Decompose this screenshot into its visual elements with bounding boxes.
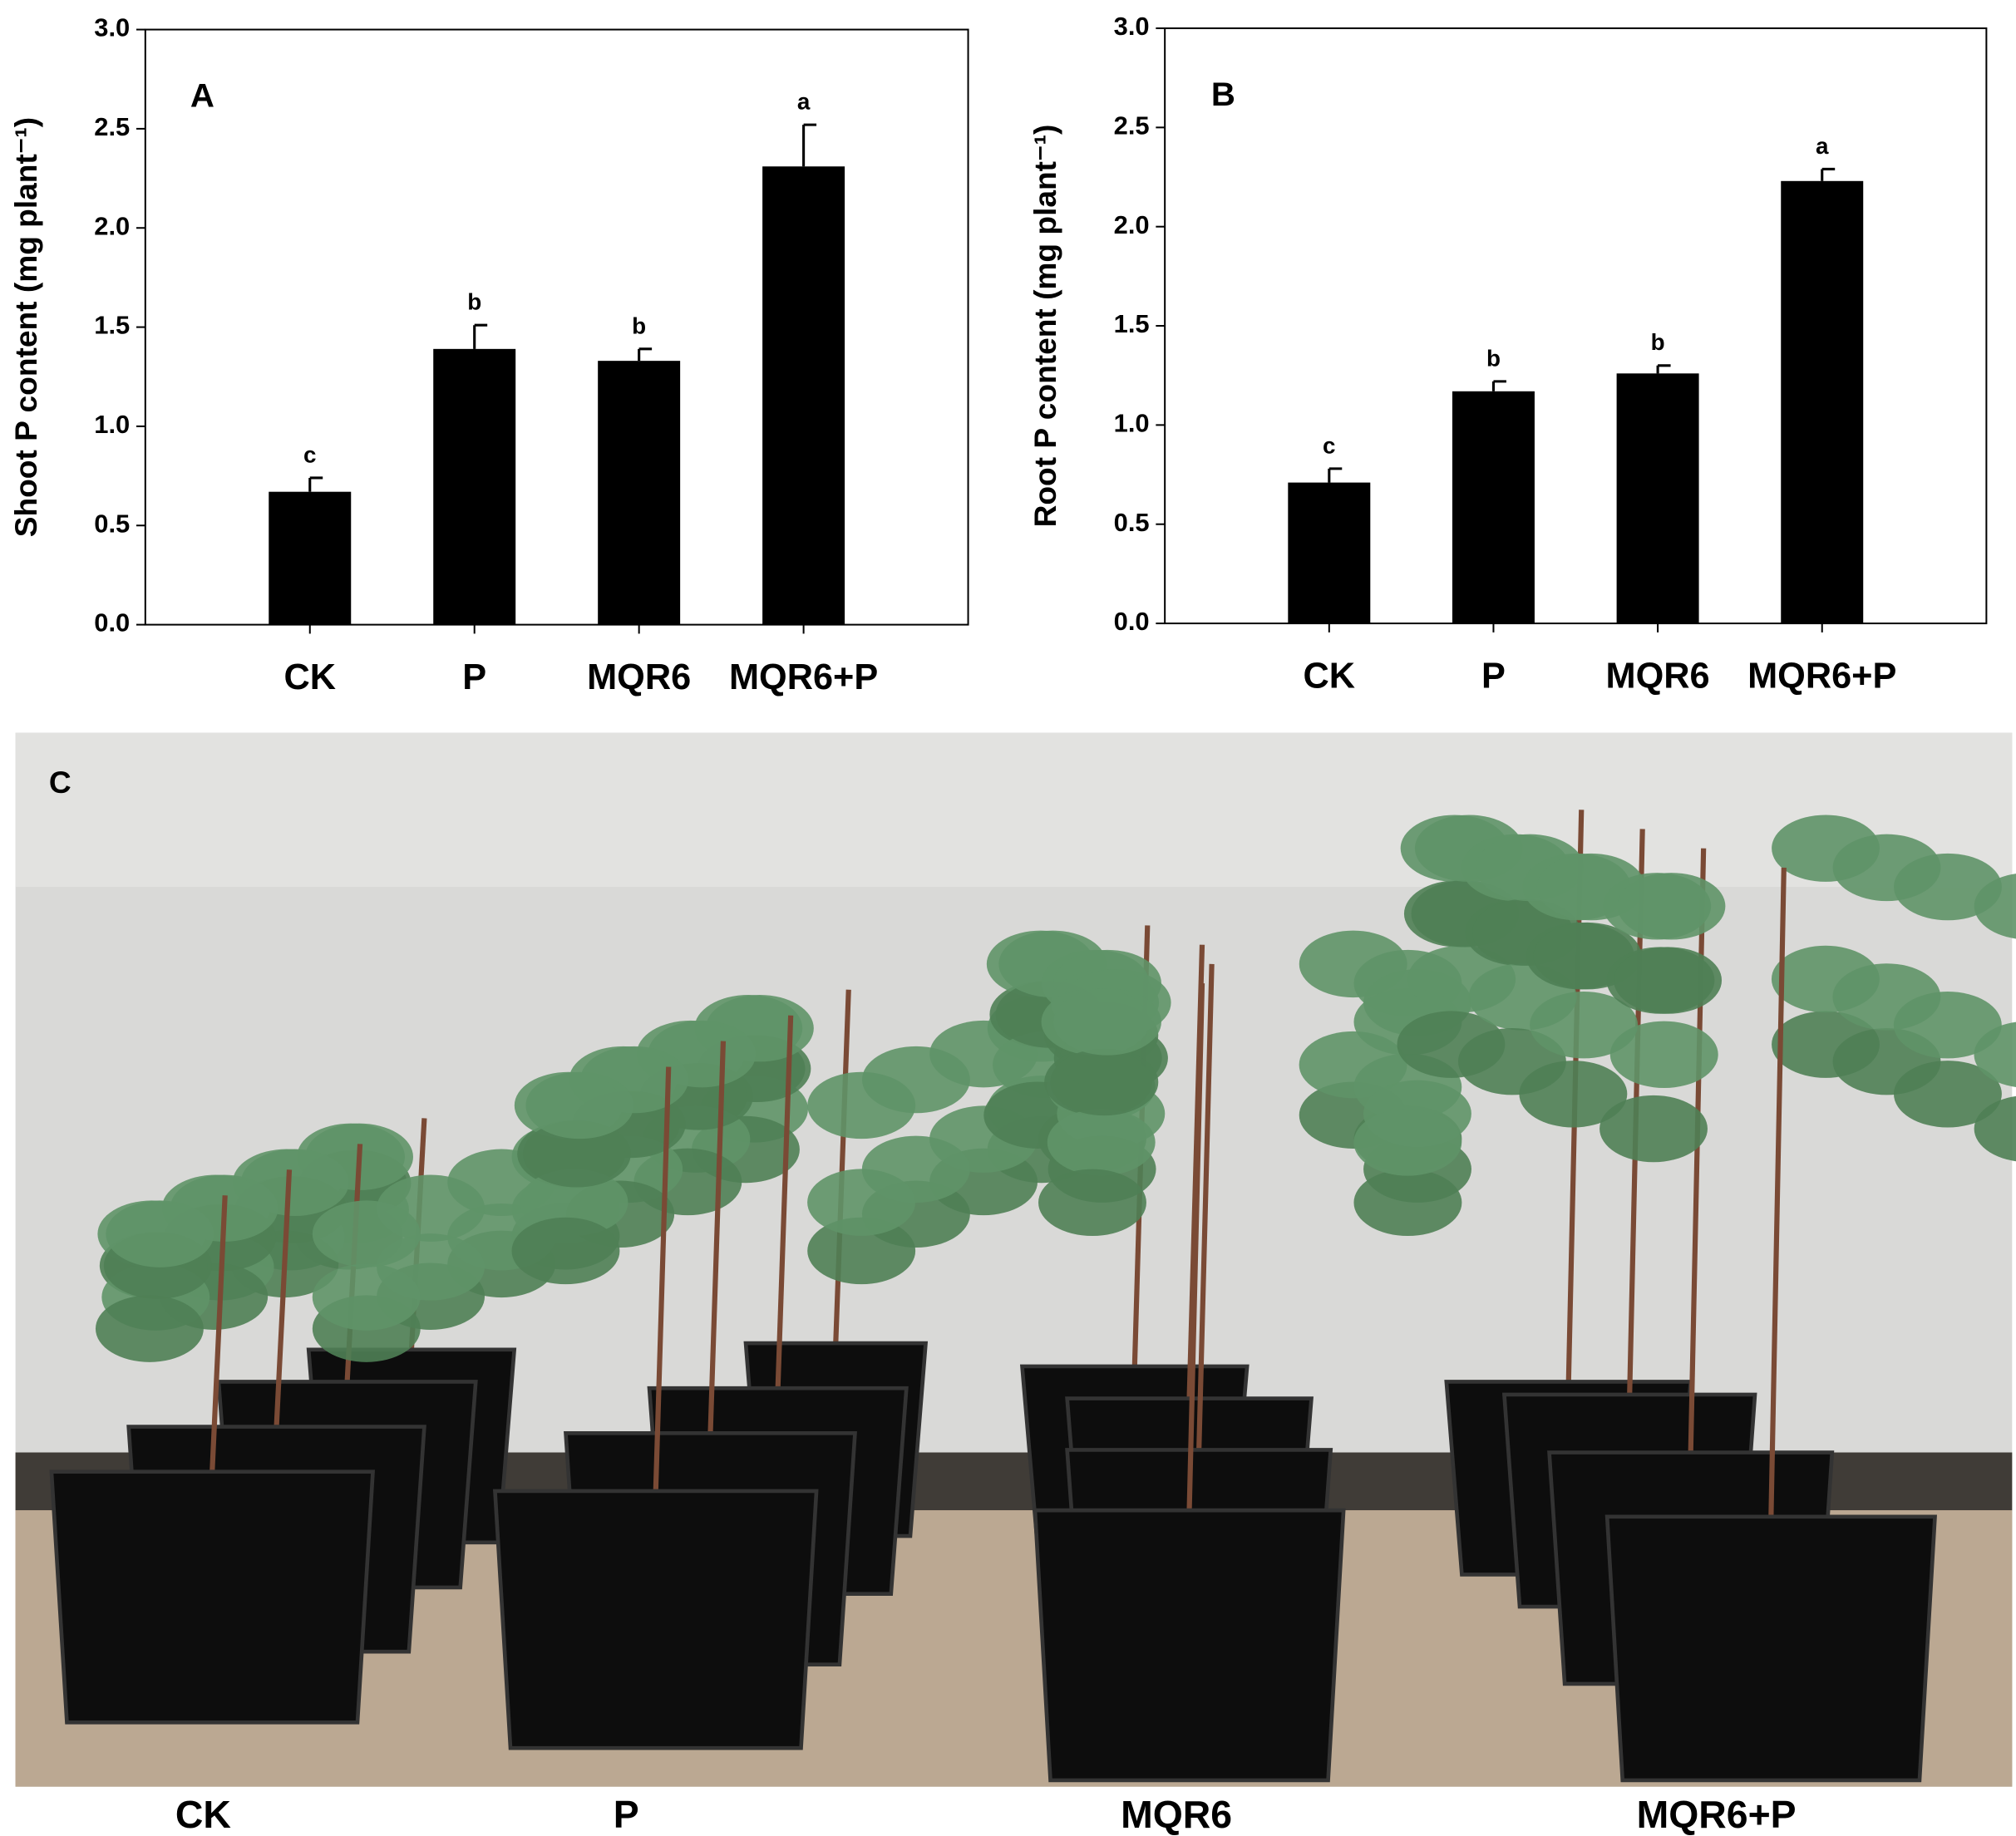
significance-letter: b bbox=[1651, 329, 1665, 355]
leaf bbox=[522, 1120, 631, 1188]
bar bbox=[1616, 373, 1699, 624]
stem bbox=[1688, 848, 1707, 1453]
leaf bbox=[1353, 1169, 1462, 1237]
stem bbox=[209, 1195, 228, 1472]
bar bbox=[433, 348, 516, 625]
leaf bbox=[106, 1200, 214, 1267]
y-axis-label: Root P content (mg plant⁻¹) bbox=[1028, 125, 1062, 528]
plant-photo: C CK P MQR6 MQR6+P bbox=[15, 732, 2016, 1836]
panel-label: B bbox=[1211, 76, 1235, 113]
bar bbox=[1452, 391, 1535, 624]
bar bbox=[598, 361, 681, 625]
leaf bbox=[1617, 873, 1726, 940]
leaf bbox=[1614, 947, 1723, 1014]
photo-label: CK bbox=[175, 1793, 231, 1836]
bar bbox=[1288, 482, 1371, 624]
y-tick-label: 2.0 bbox=[1114, 210, 1150, 239]
leaf bbox=[1353, 1109, 1462, 1176]
leaf bbox=[312, 1200, 421, 1267]
leaf bbox=[1974, 874, 2016, 939]
error-bar bbox=[1491, 380, 1506, 391]
x-tick-label: MQR6+P bbox=[729, 657, 878, 697]
y-tick-label: 0.0 bbox=[94, 608, 130, 637]
leaf bbox=[1038, 1169, 1146, 1237]
stem bbox=[653, 1066, 672, 1492]
bar bbox=[762, 166, 845, 625]
leaf bbox=[807, 1071, 916, 1140]
leaf bbox=[312, 1263, 421, 1331]
x-tick-label: MQR6 bbox=[587, 657, 691, 697]
pot bbox=[1604, 1514, 1937, 1783]
leaf bbox=[511, 1217, 620, 1285]
x-tick-label: MQR6+P bbox=[1747, 656, 1896, 696]
leaf bbox=[1047, 1109, 1156, 1176]
significance-letter: c bbox=[1323, 432, 1335, 458]
photo-label: P bbox=[614, 1793, 639, 1836]
y-tick-label: 3.0 bbox=[1114, 12, 1150, 41]
x-tick-label: MQR6 bbox=[1606, 656, 1710, 696]
significance-letter: a bbox=[797, 89, 811, 115]
stem bbox=[1186, 982, 1205, 1511]
y-tick-label: 1.0 bbox=[1114, 409, 1150, 438]
leaf bbox=[1053, 988, 1161, 1056]
x-tick-label: P bbox=[462, 657, 486, 697]
panel-label: A bbox=[190, 76, 214, 114]
bar bbox=[269, 491, 352, 625]
significance-letter: b bbox=[467, 289, 481, 315]
stem bbox=[833, 989, 851, 1344]
y-axis-label: Shoot P content (mg plant⁻¹) bbox=[8, 117, 43, 537]
leaf bbox=[1893, 992, 2002, 1059]
photo-label: MQR6 bbox=[1121, 1793, 1232, 1836]
y-tick-label: 3.0 bbox=[94, 13, 130, 42]
leaf bbox=[1974, 1021, 2016, 1087]
x-tick-label: CK bbox=[283, 657, 336, 697]
y-tick-label: 1.5 bbox=[94, 311, 130, 340]
error-bar bbox=[473, 323, 488, 349]
photo-label: MQR6+P bbox=[1637, 1793, 1797, 1836]
y-tick-label: 2.0 bbox=[94, 211, 130, 240]
stem bbox=[274, 1169, 293, 1427]
leaf bbox=[1050, 1048, 1159, 1116]
leaf bbox=[520, 1169, 628, 1236]
error-bar bbox=[1328, 467, 1343, 483]
photo-panel-label: C bbox=[49, 765, 71, 800]
y-tick-label: 2.5 bbox=[1114, 111, 1150, 140]
stem bbox=[1768, 867, 1787, 1517]
leaf bbox=[95, 1295, 204, 1362]
leaf bbox=[525, 1071, 634, 1140]
significance-letter: b bbox=[632, 313, 646, 338]
y-tick-label: 0.0 bbox=[1114, 607, 1150, 636]
error-bar bbox=[1656, 364, 1671, 374]
leaf bbox=[807, 1217, 916, 1285]
leaf bbox=[1530, 992, 1639, 1059]
pot bbox=[49, 1469, 376, 1725]
stem bbox=[707, 1041, 727, 1434]
y-tick-label: 0.5 bbox=[94, 509, 130, 538]
stem bbox=[775, 1015, 794, 1389]
error-bar bbox=[1821, 167, 1836, 181]
y-tick-label: 1.0 bbox=[94, 410, 130, 439]
x-tick-label: CK bbox=[1304, 656, 1356, 696]
error-bar bbox=[638, 347, 653, 362]
y-tick-label: 0.5 bbox=[1114, 508, 1150, 537]
leaf bbox=[1974, 1095, 2016, 1162]
leaf bbox=[1599, 1095, 1708, 1163]
error-bar bbox=[802, 123, 817, 167]
y-tick-label: 2.5 bbox=[94, 112, 130, 141]
significance-letter: b bbox=[1486, 345, 1501, 371]
leaf bbox=[1519, 1061, 1628, 1128]
stem bbox=[1196, 963, 1215, 1450]
y-tick-label: 1.5 bbox=[1114, 309, 1150, 338]
error-bar bbox=[308, 476, 323, 492]
pot bbox=[1033, 1508, 1346, 1783]
significance-letter: c bbox=[303, 441, 316, 467]
significance-letter: a bbox=[1816, 133, 1829, 159]
leaf bbox=[807, 1169, 916, 1236]
pot bbox=[492, 1489, 819, 1750]
x-tick-label: P bbox=[1481, 656, 1506, 696]
leaf bbox=[1893, 1061, 2002, 1128]
bar bbox=[1781, 180, 1864, 624]
leaf bbox=[1609, 1021, 1718, 1088]
